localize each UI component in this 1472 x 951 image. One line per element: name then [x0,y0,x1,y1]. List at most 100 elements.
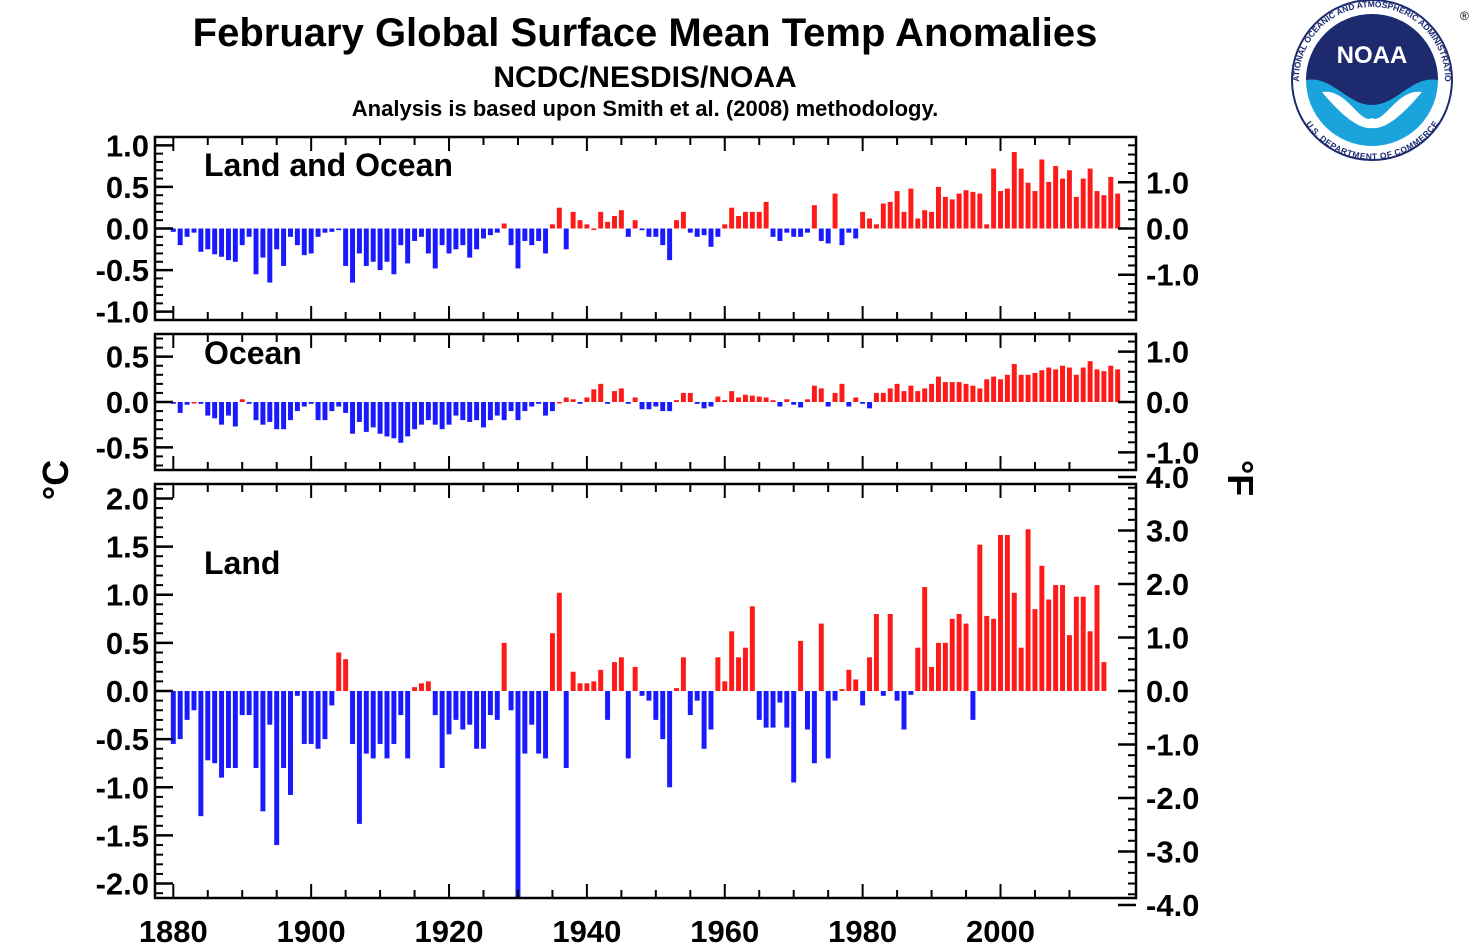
bar-1910 [377,691,383,744]
bar-1915 [412,687,418,691]
bar-1917 [425,228,431,254]
bar-1921 [453,228,459,250]
bar-2006 [1039,159,1045,229]
bar-1977 [839,383,845,402]
bar-1983 [880,691,886,696]
bar-1884 [198,691,204,817]
bar-2014 [1094,369,1100,402]
bar-1990 [929,383,935,402]
bar-1912 [391,402,397,439]
bar-1924 [474,691,480,749]
bar-2017 [1115,369,1121,402]
panel-title: Land and Ocean [204,147,453,183]
bar-1948 [639,402,645,410]
bar-1892 [253,691,259,769]
bar-1927 [494,691,500,720]
bar-1920 [446,228,452,254]
bar-1974 [818,623,824,691]
bar-1952 [667,691,673,788]
chart-subtitle: NCDC/NESDIS/NOAA [493,61,796,94]
bar-1971 [798,402,804,408]
bar-1978 [846,402,852,407]
bar-1999 [991,618,997,691]
bar-1887 [219,691,225,778]
bar-1941 [591,681,597,691]
bar-2001 [1004,188,1010,229]
bar-1902 [322,228,328,233]
bar-1981 [867,657,873,691]
bar-2002 [1011,592,1017,691]
bar-2007 [1046,181,1052,229]
bar-1970 [791,402,797,405]
noaa-logo: NOAA NATIONAL OCEANIC AND ATMOSPHERIC AD… [1291,0,1469,161]
logo-noaa-text: NOAA [1337,42,1408,69]
x-tick-label: 1940 [552,914,621,949]
left-tick-label: -1.0 [96,770,149,805]
right-tick-label: -3.0 [1146,834,1199,869]
bar-2000 [998,379,1003,402]
bar-1937 [563,691,569,769]
bar-1957 [701,402,707,409]
bar-1957 [701,691,707,749]
bar-1979 [853,228,859,239]
x-tick-label: 1960 [690,914,759,949]
right-tick-label: -1.0 [1146,258,1199,293]
bar-2013 [1087,361,1093,402]
bar-1977 [839,228,845,246]
x-tick-label: 1980 [828,914,897,949]
bar-1953 [674,400,679,402]
bar-1898 [294,402,300,412]
bar-1924 [474,402,480,421]
bar-1880 [170,228,176,232]
bar-1957 [701,228,707,236]
bar-1925 [481,691,486,749]
bar-1969 [784,691,790,728]
bar-2015 [1101,371,1107,402]
bar-1912 [391,691,397,744]
bar-1884 [198,228,204,252]
bar-1894 [267,228,273,283]
bar-1987 [908,385,914,402]
bar-1885 [205,691,211,761]
bar-1896 [281,402,287,430]
left-tick-label: -2.0 [96,867,149,902]
bar-1965 [756,211,762,229]
bar-1903 [329,228,335,232]
bar-2013 [1087,631,1093,691]
bar-1968 [777,691,783,703]
bar-1893 [260,228,266,258]
bar-1926 [487,228,493,236]
bar-1954 [680,211,686,229]
left-tick-label: -0.5 [96,253,149,288]
bar-1983 [880,392,886,402]
bar-1921 [453,691,459,720]
bar-1913 [398,402,404,443]
bar-1989 [922,587,928,691]
bar-1914 [405,228,411,264]
bar-1888 [225,228,231,261]
bar-1930 [515,228,521,269]
bar-1881 [177,402,183,413]
bar-1943 [605,691,611,720]
bar-1925 [481,402,486,428]
bar-2003 [1018,647,1024,691]
bar-1945 [618,657,624,691]
bar-1996 [970,191,976,229]
bar-1899 [301,691,307,744]
bar-1923 [467,691,473,725]
bar-1988 [915,218,921,229]
bar-1982 [873,613,879,691]
bar-1949 [646,691,652,701]
bar-1904 [336,652,342,691]
bar-1962 [736,216,742,229]
bar-1947 [632,397,638,402]
panel-title: Ocean [204,335,302,371]
bar-2007 [1046,599,1052,691]
bar-1884 [198,402,204,404]
bar-2008 [1053,166,1059,229]
right-tick-label: 0.0 [1146,212,1189,247]
bar-2005 [1032,372,1038,402]
bar-1911 [384,691,390,759]
bar-1909 [370,402,376,428]
bar-2000 [998,191,1003,229]
